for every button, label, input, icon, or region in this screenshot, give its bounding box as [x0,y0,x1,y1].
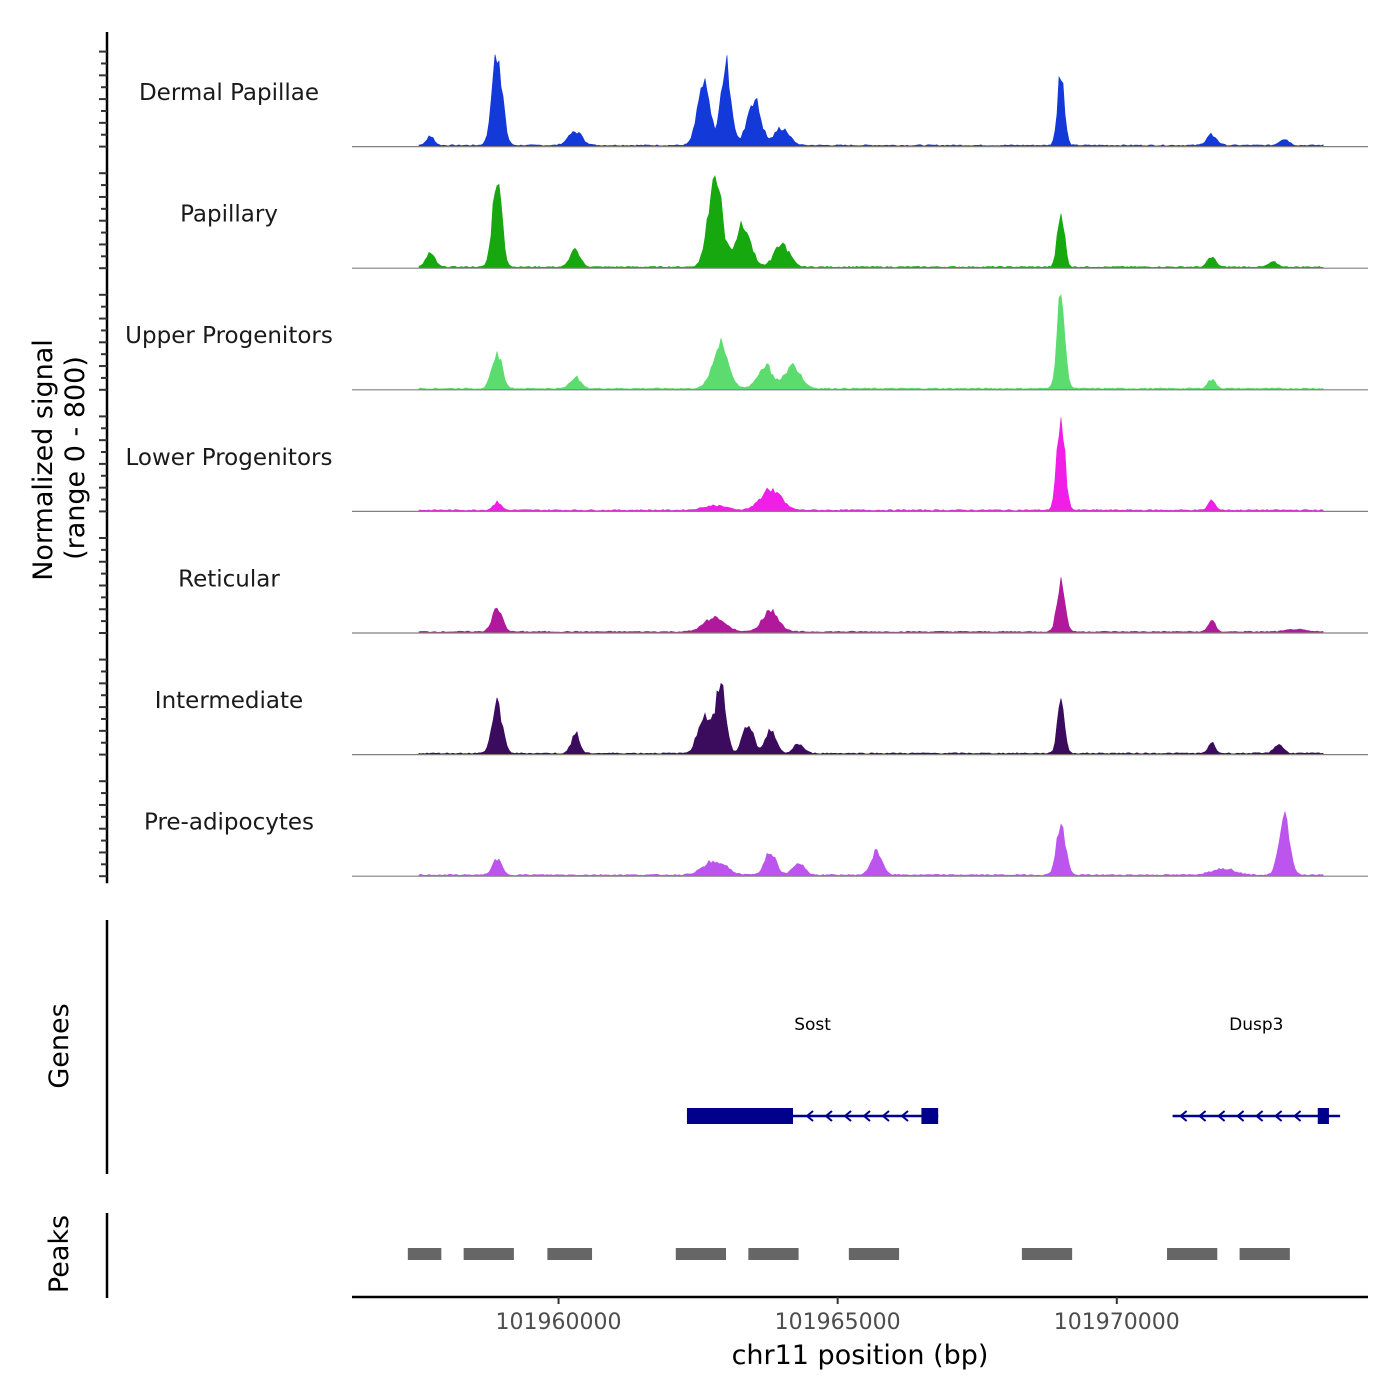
genes-track: Sost Dusp3 [686,1015,1341,1124]
track-dermal-papillae: Dermal Papillae [139,54,1368,148]
signal-area [418,293,1324,391]
strand-arrow [862,1110,871,1122]
gene-sost: Sost [686,1015,939,1124]
x-axis-ticks: 101960000 101965000 101970000 [496,1297,1180,1335]
peak-region [848,1248,900,1260]
track-label: Pre-adipocytes [144,810,314,836]
strand-arrow [843,1110,852,1122]
track-label: Upper Progenitors [125,323,333,349]
strand-arrow [1179,1110,1188,1122]
strand-arrow [1198,1110,1207,1122]
strand-arrow [881,1110,890,1122]
signal-area [418,417,1324,512]
peak-region [407,1248,442,1260]
signal-area [418,577,1324,634]
track-upper-progenitors: Upper Progenitors [125,293,1368,391]
peaks-track [407,1248,1290,1260]
peak-region [748,1248,799,1260]
genes-track-title: Genes [44,1003,75,1088]
x-tick-label: 101960000 [496,1310,622,1335]
peak-region [1239,1248,1290,1260]
gene-label: Sost [794,1015,831,1035]
peak-region [463,1248,514,1260]
strand-arrow [824,1110,833,1122]
gene-exon [686,1108,794,1124]
strand-arrow [900,1110,909,1122]
strand-arrow [1255,1110,1264,1122]
peak-region [675,1248,727,1260]
y-axis-subtitle: (range 0 - 800) [60,356,91,560]
strand-arrow [805,1110,814,1122]
strand-arrow [1293,1110,1302,1122]
gene-exon [1317,1108,1329,1124]
track-label: Dermal Papillae [139,80,319,106]
peaks-track-title: Peaks [44,1215,75,1293]
peak-region [547,1248,593,1260]
peak-region [1021,1248,1073,1260]
peak-region [1167,1248,1218,1260]
strand-arrow [1274,1110,1283,1122]
signal-area [418,54,1324,147]
x-tick-label: 101965000 [775,1310,901,1335]
strand-arrow [1217,1110,1226,1122]
signal-y-axis [99,32,109,884]
track-pre-adipocytes: Pre-adipocytes [144,810,1368,877]
track-reticular: Reticular [178,566,1368,634]
track-label: Lower Progenitors [126,445,333,471]
gene-dusp3: Dusp3 [1172,1015,1341,1124]
track-lower-progenitors: Lower Progenitors [126,417,1368,512]
x-tick-label: 101970000 [1054,1310,1180,1335]
signal-tracks: Dermal Papillae Papillary Upper Progenitor… [125,54,1368,877]
track-papillary: Papillary [180,174,1368,269]
track-label: Reticular [178,566,280,592]
track-label: Intermediate [155,688,303,714]
gene-label: Dusp3 [1229,1015,1283,1035]
y-axis-title: Normalized signal [28,339,59,581]
signal-area [418,811,1324,877]
signal-area [418,682,1324,755]
strand-arrow [1236,1110,1245,1122]
x-axis-title: chr11 position (bp) [732,1340,989,1371]
track-intermediate: Intermediate [155,682,1368,756]
signal-area [418,174,1324,269]
track-label: Papillary [180,202,278,228]
gene-exon [921,1108,939,1124]
